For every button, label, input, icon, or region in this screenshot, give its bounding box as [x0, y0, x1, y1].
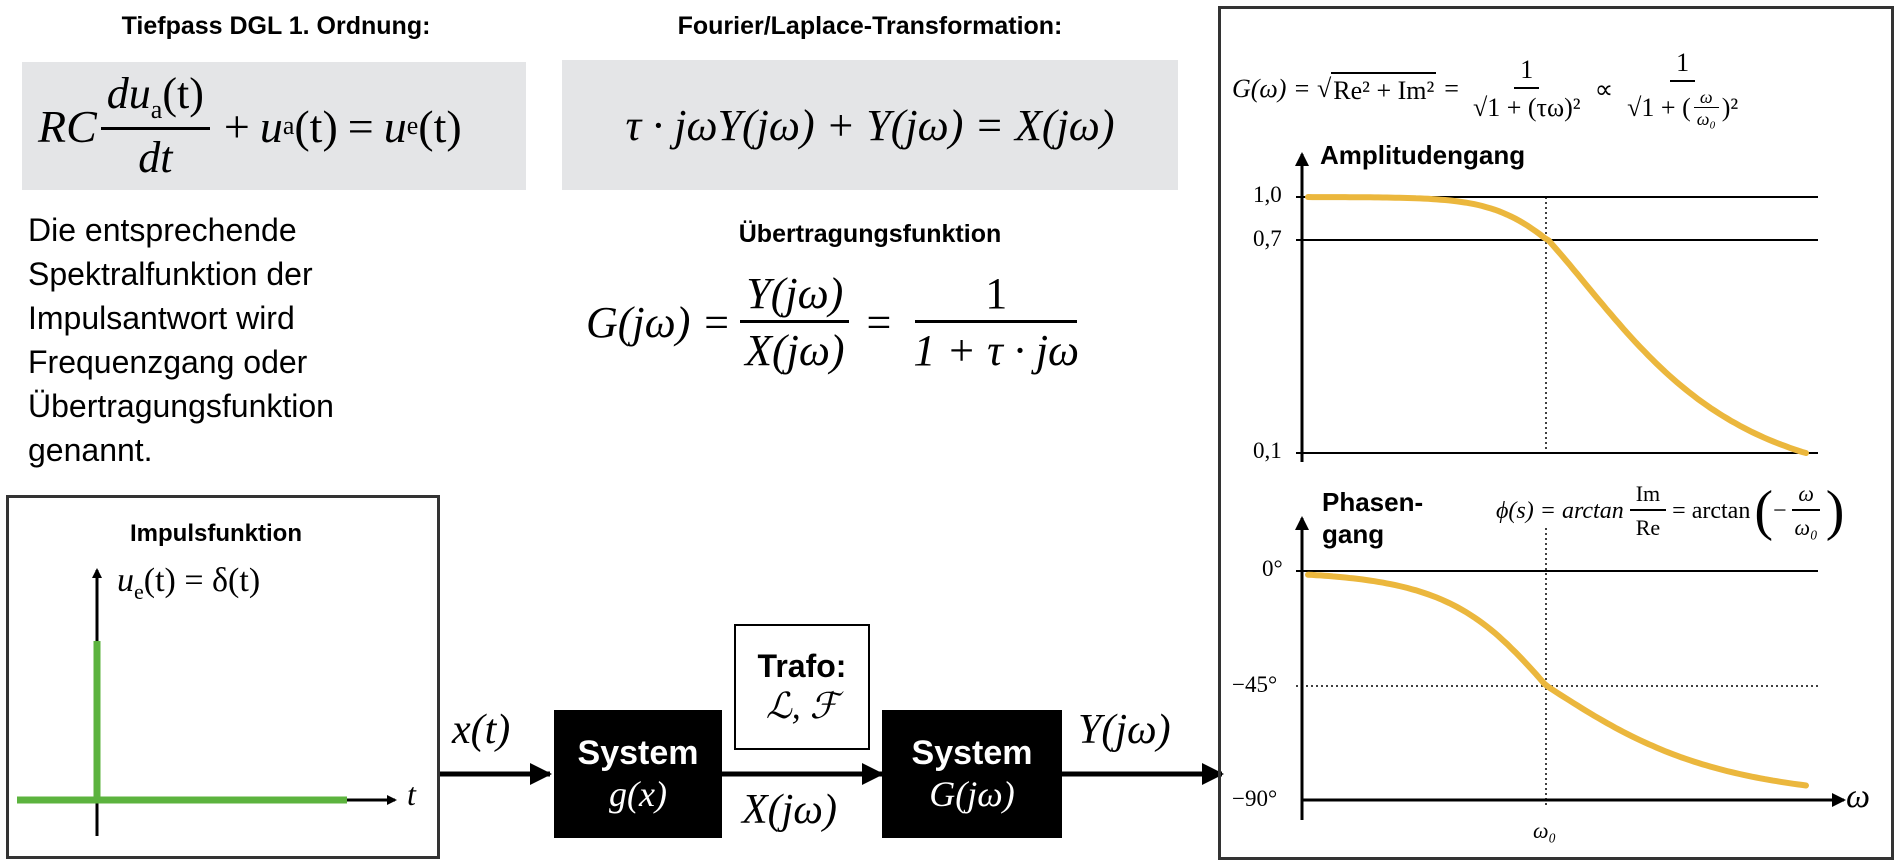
amp-tick-label: 1,0 — [1253, 182, 1282, 207]
amplitude-curve — [1305, 194, 1809, 456]
system1-function: g(x) — [609, 773, 667, 814]
impulse-panel: Impulsfunktion ue(t) = δ(t) t — [6, 495, 440, 859]
amplitude-title: Amplitudengang — [1320, 140, 1526, 170]
system-box-2: System G(jω) — [882, 710, 1062, 838]
phase-tick-label: 0° — [1262, 556, 1283, 581]
phase-curve — [1305, 571, 1809, 789]
transform-heading: Fourier/Laplace-Transformation: — [677, 12, 1063, 40]
transfer-heading: Übertragungsfunktion — [738, 220, 1002, 248]
trafo-label: Trafo: — [757, 647, 847, 684]
description-line: Frequenzgang oder — [28, 344, 308, 380]
amp-tick-label: 0,7 — [1253, 226, 1282, 251]
label-x-t: x(t) — [452, 707, 511, 753]
amp-tick-label: 0,1 — [1253, 438, 1282, 463]
amplitude-formula: G(ω) = √ Re² + Im² = 1 √1 + (τω)² ∝ 1 √1… — [1232, 48, 1739, 129]
description-text: Die entsprechende Spektralfunktion der I… — [28, 208, 448, 472]
description-line: Die entsprechende — [28, 212, 297, 248]
trafo-box: Trafo: ℒ, ℱ — [734, 624, 870, 750]
label-y-jw: Y(jω) — [1078, 707, 1171, 753]
omega-axis-label: ω — [1846, 778, 1871, 815]
ode-box: RC dua(t) dt + u a (t) = u e (t) — [22, 62, 526, 190]
phase-formula: ϕ(s) = arctan Im Re = arctan ( − ω ω₀ ) — [1496, 480, 1845, 542]
transform-box: τ · jωY(jω) + Y(jω) = X(jω) — [562, 60, 1178, 190]
cutoff-tick-label: ω₀ — [1533, 818, 1557, 843]
system2-label: System — [911, 733, 1033, 772]
transform-equation: τ · jωY(jω) + Y(jω) = X(jω) — [625, 100, 1115, 150]
phase-title: Phasen- gang — [1322, 486, 1423, 550]
phase-tick-label: −45° — [1232, 672, 1278, 697]
phase-tick-label: −90° — [1232, 786, 1278, 811]
description-line: genannt. — [28, 432, 153, 468]
trafo-symbols: ℒ, ℱ — [765, 685, 839, 726]
t-axis-label: t — [407, 776, 416, 812]
label-x-jw: X(jω) — [742, 787, 837, 833]
description-line: Spektralfunktion der — [28, 256, 313, 292]
transfer-equation: G(jω) = Y(jω) X(jω) = 1 1 + τ · jω — [586, 268, 1080, 375]
impulse-label: ue(t) = δ(t) — [117, 562, 261, 604]
description-line: Übertragungsfunktion — [28, 388, 334, 424]
system2-function: G(jω) — [929, 773, 1015, 814]
phase-title-line: gang — [1322, 519, 1385, 549]
ode-equation: RC dua(t) dt + u a (t) = u e (t) — [38, 69, 462, 182]
ode-heading: Tiefpass DGL 1. Ordnung: — [121, 12, 431, 40]
impulse-title: Impulsfunktion — [130, 520, 302, 547]
system1-label: System — [577, 733, 699, 772]
bode-panel — [1218, 6, 1894, 860]
description-line: Impulsantwort wird — [28, 300, 295, 336]
system-box-1: System g(x) — [554, 710, 722, 838]
phase-title-line: Phasen- — [1322, 487, 1424, 517]
impulse-plot — [17, 568, 397, 836]
